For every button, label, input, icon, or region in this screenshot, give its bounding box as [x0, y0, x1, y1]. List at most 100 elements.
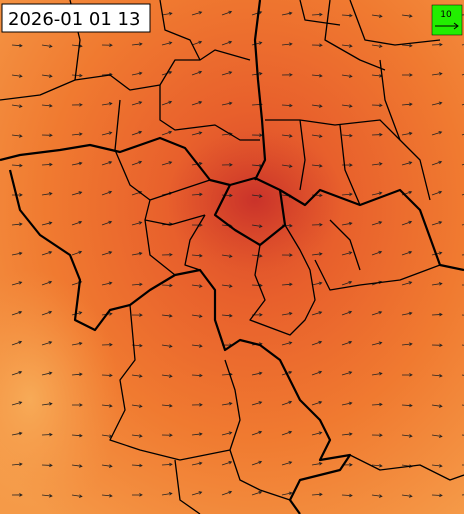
region-border	[159, 0, 441, 201]
legend-background	[431, 4, 463, 36]
wind-arrow	[281, 73, 293, 77]
wind-arrow	[311, 164, 323, 168]
wind-arrow	[311, 370, 323, 376]
wind-arrow	[371, 191, 383, 196]
wind-arrow	[161, 374, 173, 378]
wind-arrow	[431, 101, 443, 106]
wind-arrow	[71, 464, 83, 468]
region-border	[114, 149, 441, 336]
wind-arrow	[341, 251, 353, 256]
wind-arrow	[11, 310, 23, 316]
wind-arrow	[131, 434, 143, 438]
wind-arrow	[371, 463, 383, 468]
wind-arrow	[41, 371, 53, 376]
wind-arrow	[341, 44, 353, 48]
wind-arrow	[71, 73, 83, 78]
wind-arrow	[11, 163, 23, 168]
wind-arrow	[311, 461, 323, 466]
timestamp-background	[1, 3, 151, 33]
wind-arrow	[251, 401, 263, 406]
wind-arrow	[371, 162, 383, 166]
wind-arrow	[311, 104, 323, 108]
wind-arrow	[191, 100, 203, 106]
wind-arrow	[281, 491, 293, 496]
wind-arrow	[371, 103, 383, 108]
wind-arrow	[71, 161, 83, 166]
wind-arrow	[401, 73, 413, 77]
wind-arrow	[101, 342, 113, 347]
wind-arrow	[131, 42, 143, 46]
wind-arrow	[71, 250, 83, 256]
wind-arrow	[161, 161, 173, 166]
wind-arrow	[371, 372, 383, 376]
legend-arrow	[435, 22, 459, 30]
wind-arrow	[101, 220, 113, 226]
wind-arrow	[431, 312, 443, 317]
wind-arrow	[41, 463, 53, 468]
wind-arrow	[341, 280, 353, 286]
wind-arrow	[71, 494, 83, 498]
wind-arrow	[41, 432, 53, 437]
wind-arrow	[101, 493, 113, 498]
wind-arrow	[41, 250, 53, 256]
wind-arrow	[341, 13, 353, 18]
wind-arrow	[191, 461, 203, 466]
wind-arrow	[191, 314, 203, 318]
wind-arrow	[281, 164, 293, 168]
wind-arrow	[41, 44, 53, 48]
wind-arrow	[221, 401, 233, 406]
wind-arrow	[401, 494, 413, 498]
wind-arrow	[401, 373, 413, 377]
wind-arrow	[41, 74, 53, 78]
wind-arrow	[191, 253, 203, 258]
wind-arrow	[101, 160, 113, 166]
wind-arrow	[11, 281, 23, 286]
wind-arrow	[251, 224, 263, 228]
wind-arrow	[131, 463, 143, 468]
wind-arrow	[401, 434, 413, 438]
wind-arrow	[371, 44, 383, 48]
wind-arrow	[311, 311, 323, 316]
wind-arrow	[71, 372, 83, 377]
wind-arrow	[221, 490, 233, 496]
wind-arrow	[251, 41, 263, 46]
wind-arrow	[131, 160, 143, 166]
wind-arrow	[191, 40, 203, 46]
wind-arrow	[341, 340, 353, 346]
legend-label: 10	[440, 10, 452, 20]
wind-arrow	[281, 311, 293, 316]
wind-arrow	[401, 220, 413, 226]
wind-arrow	[41, 103, 53, 108]
wind-arrow	[101, 281, 113, 286]
wind-arrow	[101, 190, 113, 196]
wind-arrow	[371, 221, 383, 226]
wind-arrow	[101, 43, 113, 47]
wind-arrow	[311, 252, 323, 256]
wind-arrow	[41, 341, 53, 346]
cool-area	[0, 270, 120, 514]
wind-arrow	[281, 103, 293, 108]
wind-arrow	[131, 374, 143, 378]
wind-arrow	[311, 134, 323, 138]
wind-arrow	[341, 493, 353, 498]
wind-arrow	[161, 403, 173, 408]
timestamp: 2026-01 01 13	[8, 9, 140, 30]
wind-arrow	[311, 492, 323, 497]
wind-arrow	[431, 282, 443, 286]
wind-arrow	[161, 314, 173, 318]
wind-arrow	[161, 462, 173, 467]
wind-arrow	[41, 221, 53, 226]
wind-arrow	[221, 40, 233, 46]
wind-arrow	[131, 282, 143, 287]
region-border	[69, 0, 251, 91]
wind-arrow	[191, 491, 203, 496]
wind-arrow	[71, 132, 83, 136]
wind-arrow	[371, 402, 383, 407]
wind-arrow	[71, 103, 83, 107]
wind-arrow	[11, 493, 23, 497]
wind-arrow	[341, 371, 353, 376]
wind-arrow	[161, 433, 173, 437]
wind-arrow	[41, 162, 53, 167]
